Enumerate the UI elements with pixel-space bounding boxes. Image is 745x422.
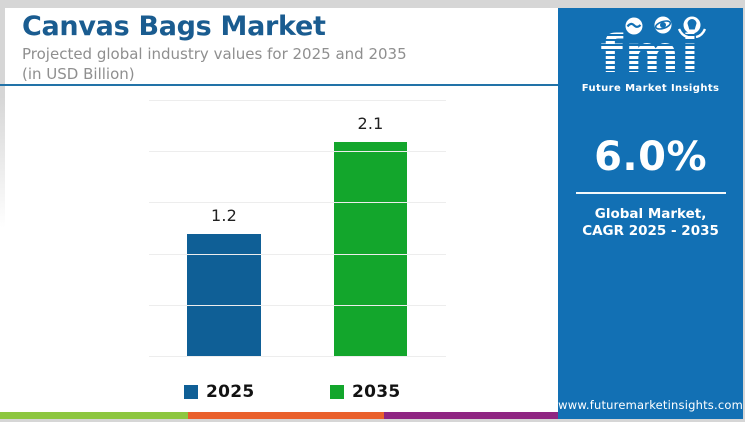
footer-stripe-segment: [0, 412, 188, 419]
stat-label-line1: Global Market,: [594, 206, 707, 223]
fmi-logo-icons: [625, 16, 706, 38]
gridline: [149, 202, 446, 204]
footer-stripe-segment: [384, 412, 559, 419]
gridline: [149, 253, 446, 255]
subtitle-line1: Projected global industry values for 202…: [22, 44, 407, 63]
bar-value-label: 1.2: [210, 206, 238, 226]
gridline: [149, 356, 446, 357]
footer-stripe: [0, 412, 559, 419]
bar-value-label: 2.1: [357, 113, 384, 133]
legend-item-2025: 2025: [184, 382, 255, 402]
stat-divider: [575, 192, 726, 195]
footer-stripe-segment: [188, 412, 384, 419]
fmi-logo-text: fmi: [600, 25, 701, 85]
cagr-stat-value: 6.0%: [594, 134, 708, 181]
bar-group-2035: 2.1: [334, 114, 407, 357]
bar-2025: [187, 234, 261, 357]
bar-2035: [334, 141, 407, 357]
gridline: [149, 151, 446, 153]
legend-label: 2025: [206, 382, 255, 402]
plot-area: 1.2 2.1: [149, 100, 446, 357]
legend-label: 2035: [352, 382, 401, 402]
subtitle-line2: (in USD Billion): [22, 64, 135, 83]
legend-swatch-2025: [184, 385, 198, 399]
page-title: Canvas Bags Market: [22, 11, 326, 42]
stat-label-line2: CAGR 2025 - 2035: [582, 223, 719, 240]
legend-swatch-2035: [330, 385, 344, 399]
fmi-logo: fmi Future Market Insights: [582, 16, 720, 94]
fmi-logo-tagline: Future Market Insights: [581, 83, 720, 95]
gridline: [149, 304, 446, 306]
website-link[interactable]: www.futuremarketinsights.com: [558, 398, 743, 412]
infographic: Canvas Bags Market Projected global indu…: [0, 8, 743, 419]
sidebar: fmi Future Market Insights 6.0% Global M…: [558, 8, 743, 419]
header: Canvas Bags Market Projected global indu…: [0, 8, 558, 84]
header-divider: [0, 84, 565, 86]
gridline: [149, 100, 446, 101]
main-panel: Canvas Bags Market Projected global indu…: [0, 8, 565, 419]
bar-group-2025: 1.2: [187, 206, 261, 357]
legend-item-2035: 2035: [330, 382, 401, 402]
